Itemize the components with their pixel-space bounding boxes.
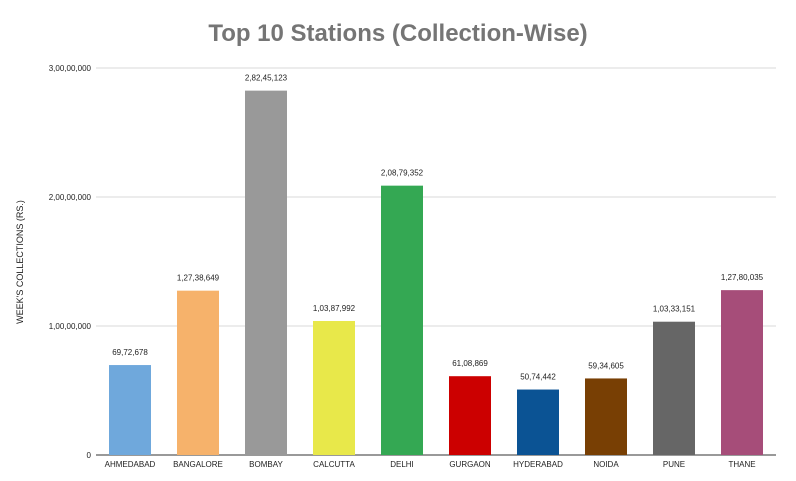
data-label: 1,03,87,992 [313, 304, 356, 313]
x-tick-label: DELHI [390, 460, 414, 469]
bar-noida [585, 378, 627, 455]
data-label: 69,72,678 [112, 348, 148, 357]
data-label: 1,27,38,649 [177, 274, 220, 283]
data-labels: 69,72,678 1,27,38,649 2,82,45,123 1,03,87,9… [112, 74, 763, 382]
x-tick-label: BOMBAY [249, 460, 283, 469]
bar-bombay [245, 90, 287, 456]
y-axis-ticks: 0 1,00,00,000 2,00,00,000 3,00,00,000 [49, 64, 92, 460]
y-tick-label: 2,00,00,000 [49, 193, 92, 202]
data-label: 1,27,80,035 [721, 273, 764, 282]
data-label: 2,82,45,123 [245, 74, 288, 83]
bar-pune [653, 321, 695, 455]
bar-ahmedabad [109, 365, 151, 455]
x-tick-label: PUNE [663, 460, 685, 469]
y-tick-label: 1,00,00,000 [49, 322, 92, 331]
chart-title: Top 10 Stations (Collection-Wise) [208, 20, 588, 47]
x-tick-label: THANE [728, 460, 755, 469]
x-tick-label: CALCUTTA [313, 460, 355, 469]
bar-gurgaon [449, 376, 491, 455]
data-label: 59,34,605 [588, 361, 624, 370]
data-label: 61,08,869 [452, 359, 488, 368]
x-tick-label: HYDERABAD [513, 460, 563, 469]
bar-calcutta [313, 320, 355, 455]
x-tick-label: NOIDA [593, 460, 619, 469]
bar-thane [721, 290, 763, 455]
y-tick-label: 3,00,00,000 [49, 64, 92, 73]
x-tick-label: BANGALORE [173, 460, 223, 469]
x-tick-label: GURGAON [449, 460, 491, 469]
bars [109, 90, 763, 456]
bar-hyderabad [517, 389, 559, 455]
data-label: 50,74,442 [520, 373, 556, 382]
x-tick-label: AHMEDABAD [105, 460, 156, 469]
x-axis-ticks: AHMEDABAD BANGALORE BOMBAY CALCUTTA DELHI GUR… [105, 460, 756, 469]
y-tick-label: 0 [87, 451, 92, 460]
data-label: 2,08,79,352 [381, 169, 424, 178]
bar-delhi [381, 185, 423, 455]
data-label: 1,03,33,151 [653, 305, 696, 314]
bar-bangalore [177, 290, 219, 455]
